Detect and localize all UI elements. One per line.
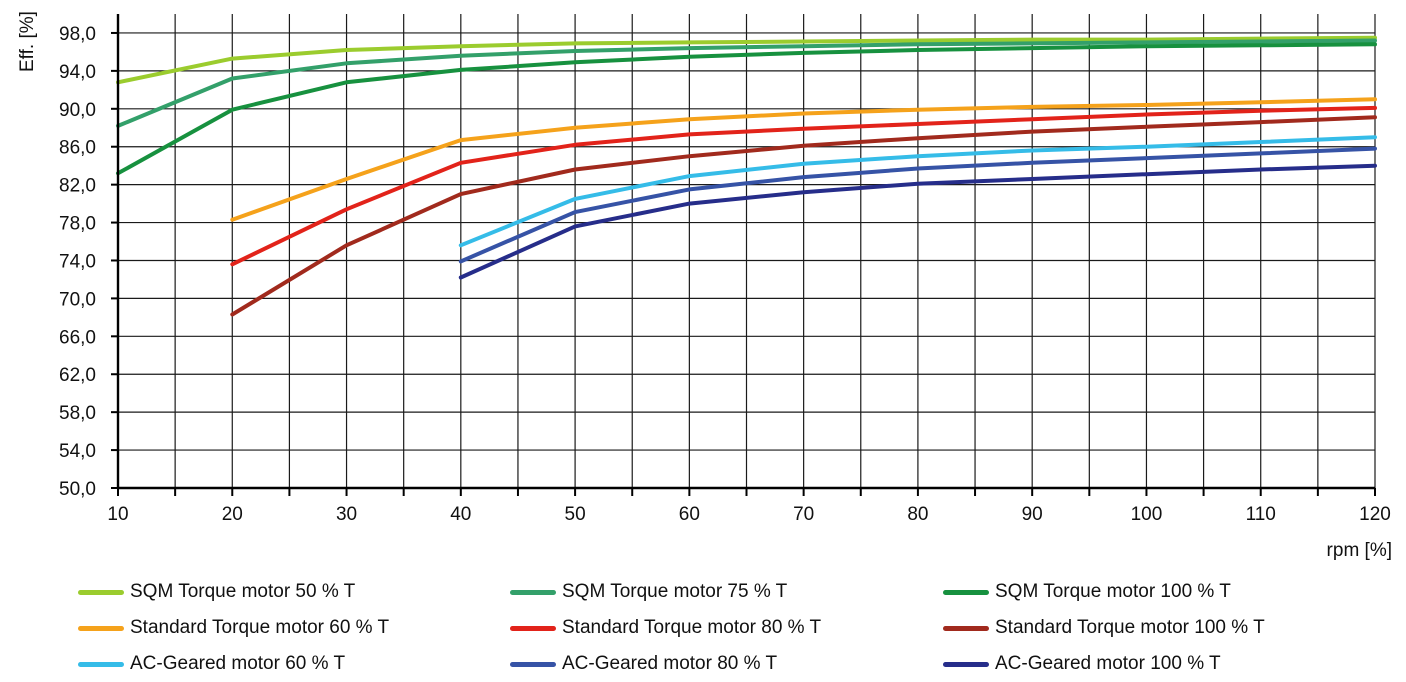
series-line bbox=[230, 97, 1377, 222]
legend-item: SQM Torque motor 50 % T bbox=[78, 574, 355, 610]
legend-item: Standard Torque motor 60 % T bbox=[78, 610, 389, 646]
legend-swatch bbox=[943, 661, 989, 667]
legend-label: AC-Geared motor 80 % T bbox=[562, 653, 778, 674]
legend-label: Standard Torque motor 100 % T bbox=[995, 617, 1265, 638]
x-tick-label: 50 bbox=[565, 504, 586, 525]
y-tick-labels: 50,0 54,0 58,0 62,0 66,0 70,0 74,0 78,0 82,0 86,0… bbox=[59, 24, 96, 500]
x-tick-label: 70 bbox=[793, 504, 814, 525]
y-tick-label: 90,0 bbox=[59, 100, 96, 121]
x-tick-label: 10 bbox=[107, 504, 128, 525]
legend-label: SQM Torque motor 75 % T bbox=[562, 581, 788, 602]
efficiency-chart: 10 20 30 40 50 60 70 80 90 100 110 120 50,0 54,0 58,0… bbox=[17, 11, 1392, 561]
series-line bbox=[458, 146, 1377, 264]
legend-label: AC-Geared motor 60 % T bbox=[130, 653, 346, 674]
x-tick-label: 60 bbox=[679, 504, 700, 525]
legend-label: Standard Torque motor 80 % T bbox=[562, 617, 822, 638]
x-tick-label: 80 bbox=[907, 504, 928, 525]
legend-item: Standard Torque motor 100 % T bbox=[943, 610, 1265, 646]
legend-item: AC-Geared motor 80 % T bbox=[510, 646, 777, 682]
grid bbox=[117, 14, 1376, 489]
x-tick-label: 90 bbox=[1022, 504, 1043, 525]
y-tick-label: 50,0 bbox=[59, 479, 96, 500]
y-tick-label: 58,0 bbox=[59, 403, 96, 424]
legend-item: AC-Geared motor 60 % T bbox=[78, 646, 345, 682]
series-line bbox=[458, 135, 1377, 248]
legend-swatch bbox=[78, 661, 124, 667]
axes bbox=[116, 14, 1375, 490]
y-tick-label: 74,0 bbox=[59, 251, 96, 272]
legend-swatch bbox=[943, 625, 989, 631]
legend-item: SQM Torque motor 75 % T bbox=[510, 574, 787, 610]
y-tick-label: 86,0 bbox=[59, 138, 96, 159]
y-tick-label: 98,0 bbox=[59, 24, 96, 45]
x-tick-labels: 10 20 30 40 50 60 70 80 90 100 110 120 bbox=[107, 504, 1390, 525]
legend-swatch bbox=[510, 589, 556, 595]
x-tick-label: 40 bbox=[450, 504, 471, 525]
legend: SQM Torque motor 50 % T SQM Torque motor … bbox=[0, 570, 1406, 679]
y-axis-title: Eff. [%] bbox=[17, 11, 38, 72]
x-axis-title: rpm [%] bbox=[1327, 540, 1392, 561]
legend-swatch bbox=[510, 625, 556, 631]
legend-item: Standard Torque motor 80 % T bbox=[510, 610, 821, 646]
legend-swatch bbox=[943, 589, 989, 595]
series-line bbox=[116, 38, 1377, 128]
legend-swatch bbox=[510, 661, 556, 667]
legend-label: SQM Torque motor 50 % T bbox=[130, 581, 356, 602]
y-tick-label: 54,0 bbox=[59, 441, 96, 462]
legend-item: AC-Geared motor 100 % T bbox=[943, 646, 1221, 682]
legend-swatch bbox=[78, 625, 124, 631]
x-tick-label: 120 bbox=[1359, 504, 1391, 525]
series-line bbox=[230, 105, 1377, 267]
legend-label: AC-Geared motor 100 % T bbox=[995, 653, 1221, 674]
y-tick-label: 78,0 bbox=[59, 214, 96, 235]
x-tick-label: 30 bbox=[336, 504, 357, 525]
legend-label: Standard Torque motor 60 % T bbox=[130, 617, 390, 638]
legend-swatch bbox=[78, 589, 124, 595]
series-line bbox=[116, 35, 1377, 85]
y-tick-label: 66,0 bbox=[59, 327, 96, 348]
y-tick-label: 62,0 bbox=[59, 365, 96, 386]
series-line bbox=[116, 42, 1377, 176]
y-tick-label: 94,0 bbox=[59, 62, 96, 83]
x-tick-label: 110 bbox=[1246, 504, 1276, 525]
series-line bbox=[458, 163, 1377, 280]
series-line bbox=[230, 115, 1377, 317]
legend-label: SQM Torque motor 100 % T bbox=[995, 581, 1231, 602]
x-tick-label: 100 bbox=[1131, 504, 1163, 525]
y-tick-label: 70,0 bbox=[59, 289, 96, 310]
series-lines bbox=[116, 35, 1377, 317]
legend-item: SQM Torque motor 100 % T bbox=[943, 574, 1231, 610]
x-tick-label: 20 bbox=[222, 504, 243, 525]
y-tick-label: 82,0 bbox=[59, 176, 96, 197]
